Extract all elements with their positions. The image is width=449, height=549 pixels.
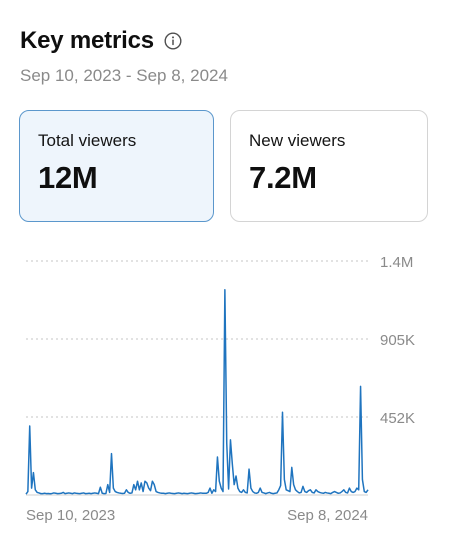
key-metrics-header: Key metrics Sep 10, 2023 - Sep 8, 2024 [20,24,429,88]
metric-card-label: Total viewers [38,131,137,150]
metric-card-label: New viewers [249,131,346,150]
y-tick-label: 452K [380,410,415,427]
series-line [25,289,369,495]
date-range: Sep 10, 2023 - Sep 8, 2024 [20,66,228,85]
page-title: Key metrics [20,27,154,54]
y-tick-label: 905K [380,332,415,349]
y-tick-label: 1.4M [380,254,413,271]
x-tick-label: Sep 8, 2024 [287,507,368,524]
metric-card-value: 12M [38,160,98,195]
metric-card-total-viewers[interactable]: Total viewers 12M [19,110,214,222]
info-circle-icon[interactable] [164,32,182,50]
metric-cards: Total viewers 12M New viewers 7.2M [19,110,428,224]
metric-card-value: 7.2M [249,160,317,195]
metric-card-new-viewers[interactable]: New viewers 7.2M [230,110,428,222]
line-chart: 452K 905K 1.4M Sep 10, 2023 Sep 8, 2024 [25,254,415,524]
title-row: Key metrics [20,24,429,58]
x-tick-label: Sep 10, 2023 [26,507,115,524]
viewers-chart: 452K 905K 1.4M Sep 10, 2023 Sep 8, 2024 [0,240,449,540]
